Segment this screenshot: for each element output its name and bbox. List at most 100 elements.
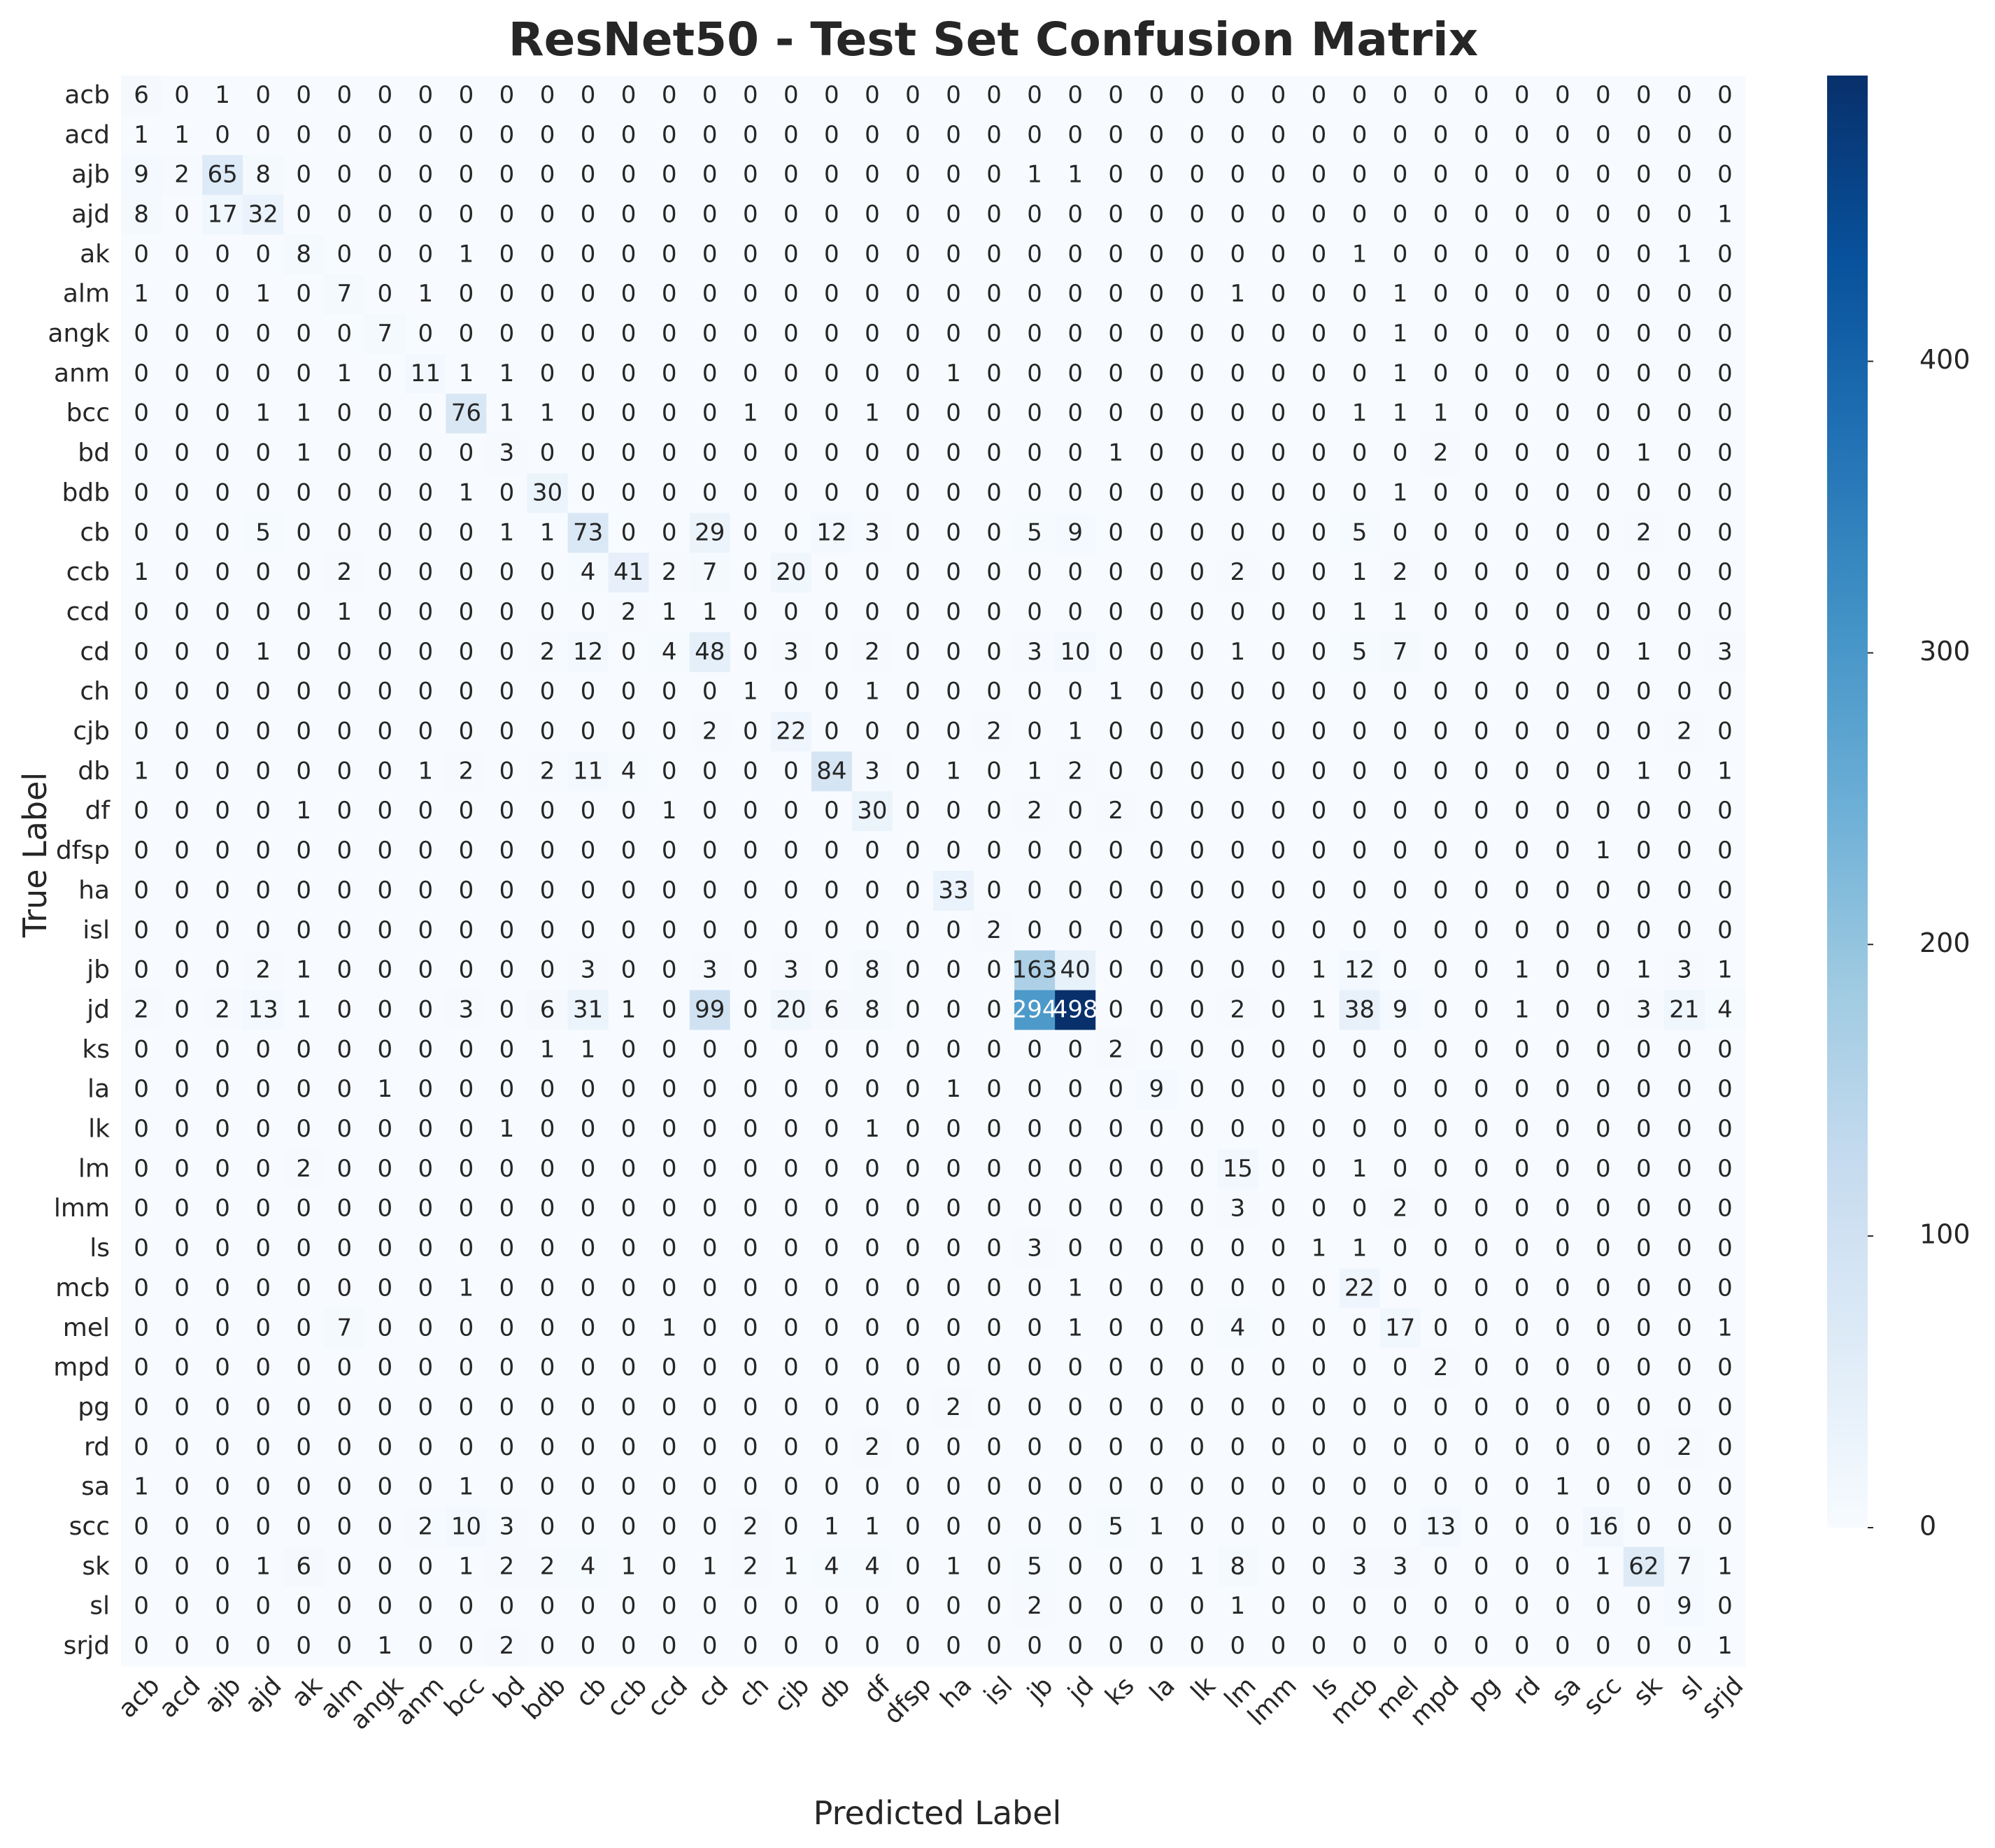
cell-value-label: 1	[255, 638, 271, 666]
heatmap-cell	[202, 155, 243, 196]
heatmap-cell	[1298, 234, 1340, 275]
heatmap-cell	[1501, 433, 1543, 474]
heatmap-cell	[283, 76, 325, 116]
heatmap-cell	[1663, 274, 1705, 315]
heatmap-cell	[162, 671, 203, 713]
cell-value-label: 0	[540, 81, 555, 109]
cell-value-label: 0	[1352, 678, 1368, 706]
cell-value-label: 0	[986, 478, 1002, 506]
cell-value-label: 1	[662, 797, 677, 825]
cell-value-label: 0	[824, 81, 839, 109]
heatmap-cell	[974, 155, 1015, 196]
cell-value-label: 0	[174, 240, 190, 268]
cell-value-label: 0	[1108, 916, 1123, 944]
heatmap-cell	[1055, 910, 1096, 951]
cell-value-label: 2	[255, 956, 271, 984]
heatmap-cell	[486, 671, 528, 713]
heatmap-cell	[770, 950, 812, 991]
heatmap-cell	[1704, 751, 1746, 792]
heatmap-cell	[1582, 194, 1624, 235]
cell-value-label: 0	[662, 1393, 677, 1421]
cell-value-label: 5	[1352, 518, 1368, 546]
cell-value-label: 0	[174, 638, 190, 666]
cell-value-label: 0	[702, 478, 718, 506]
heatmap-cell	[1704, 513, 1746, 553]
cell-value-label: 0	[824, 1393, 839, 1421]
cell-value-label: 0	[499, 121, 515, 149]
cell-value-label: 0	[581, 320, 596, 348]
heatmap-cell	[892, 871, 934, 911]
heatmap-cell	[1136, 632, 1177, 673]
cell-value-label: 0	[1596, 1075, 1611, 1103]
heatmap-cell	[1014, 393, 1056, 434]
x-tick-label: dfsp	[879, 1671, 937, 1730]
cell-value-label: 9	[1149, 1075, 1164, 1103]
cell-value-label: 1	[662, 598, 677, 626]
cell-value-label: 0	[1474, 200, 1489, 228]
cell-value-label: 0	[662, 280, 677, 308]
cell-value-label: 0	[1230, 439, 1246, 467]
heatmap-cell	[1177, 473, 1218, 513]
cell-value-label: 0	[702, 81, 718, 109]
cell-value-label: 1	[1108, 439, 1123, 467]
heatmap-cell	[608, 950, 650, 991]
heatmap-cell	[1420, 910, 1462, 951]
cell-value-label: 0	[743, 718, 758, 746]
heatmap-cell	[892, 473, 934, 513]
heatmap-cell	[446, 433, 488, 474]
cell-value-label: 0	[702, 161, 718, 189]
heatmap-cell	[730, 353, 772, 395]
cell-value-label: 0	[581, 1353, 596, 1381]
cell-value-label: 0	[1677, 598, 1692, 626]
cell-value-label: 0	[581, 280, 596, 308]
cell-value-label: 0	[215, 1314, 230, 1342]
cell-value-label: 0	[1433, 876, 1449, 904]
heatmap-cell	[1339, 353, 1381, 395]
cell-value-label: 0	[1474, 1513, 1489, 1541]
cell-value-label: 1	[134, 558, 149, 586]
cell-value-label: 0	[1190, 1433, 1205, 1461]
cell-value-label: 0	[134, 598, 149, 626]
heatmap-cell	[851, 76, 893, 116]
cell-value-label: 0	[865, 1155, 880, 1183]
cell-value-label: 0	[946, 240, 961, 268]
heatmap-cell	[811, 76, 853, 116]
cell-value-label: 0	[783, 1592, 799, 1620]
cell-value-label: 0	[499, 1393, 515, 1421]
y-tick-label: sk	[82, 1552, 110, 1581]
cell-value-label: 0	[1271, 320, 1286, 348]
cell-value-label: 3	[702, 956, 718, 984]
cell-value-label: 1	[459, 478, 474, 506]
cell-value-label: 0	[743, 1433, 758, 1461]
heatmap-cell	[446, 473, 488, 513]
cell-value-label: 0	[1677, 1393, 1692, 1421]
cell-value-label: 0	[783, 1195, 799, 1223]
cell-value-label: 0	[783, 1473, 799, 1501]
heatmap-cell	[324, 234, 365, 275]
cell-value-label: 0	[824, 1433, 839, 1461]
cell-value-label: 30	[857, 797, 887, 825]
heatmap-cell	[811, 513, 853, 553]
heatmap-cell	[1095, 433, 1137, 474]
cell-value-label: 0	[865, 837, 880, 865]
heatmap-cell	[851, 115, 893, 156]
heatmap-cell	[770, 751, 812, 792]
cell-value-label: 0	[418, 598, 434, 626]
cell-value-label: 13	[248, 995, 278, 1023]
cell-value-label: 0	[702, 837, 718, 865]
cell-value-label: 0	[1474, 121, 1489, 149]
cell-value-label: 0	[1190, 1075, 1205, 1103]
cell-value-label: 0	[783, 598, 799, 626]
cell-value-label: 294	[1012, 995, 1058, 1023]
cell-value-label: 0	[1067, 1513, 1083, 1541]
cell-value-label: 0	[1027, 478, 1042, 506]
cell-value-label: 9	[1393, 995, 1408, 1023]
heatmap-cell	[1420, 433, 1462, 474]
heatmap-cell	[608, 711, 650, 753]
cell-value-label: 1	[1352, 558, 1368, 586]
cell-value-label: 0	[540, 200, 555, 228]
cell-value-label: 0	[1677, 1473, 1692, 1501]
heatmap-cell	[1379, 393, 1421, 434]
heatmap-cell	[1461, 751, 1503, 792]
cell-value-label: 0	[499, 1592, 515, 1620]
